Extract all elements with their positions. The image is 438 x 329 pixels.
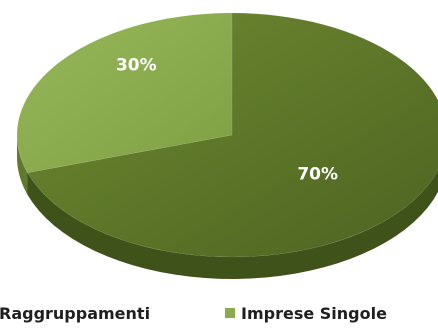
pie-labels: 70% 30%	[116, 56, 338, 185]
legend-label-raggruppamenti: Raggruppamenti	[0, 303, 151, 323]
slice-label-1: 30%	[116, 56, 157, 76]
pie-side-1	[17, 135, 28, 195]
legend-item-imprese-singole: Imprese Singole	[225, 300, 387, 326]
pie-slice-imprese-singole	[16, 12, 233, 173]
legend-item-raggruppamenti: Raggruppamenti	[0, 300, 150, 326]
pie-top	[16, 12, 438, 258]
pie-slice-raggruppamenti	[27, 12, 438, 258]
pie-side-0	[27, 169, 438, 279]
legend: Raggruppamenti Imprese Singole	[0, 300, 438, 326]
slice-label-0: 70%	[297, 164, 338, 184]
legend-swatch-imprese-singole	[225, 308, 235, 318]
legend-label-imprese-singole: Imprese Singole	[241, 303, 387, 323]
pie-side	[17, 135, 438, 279]
